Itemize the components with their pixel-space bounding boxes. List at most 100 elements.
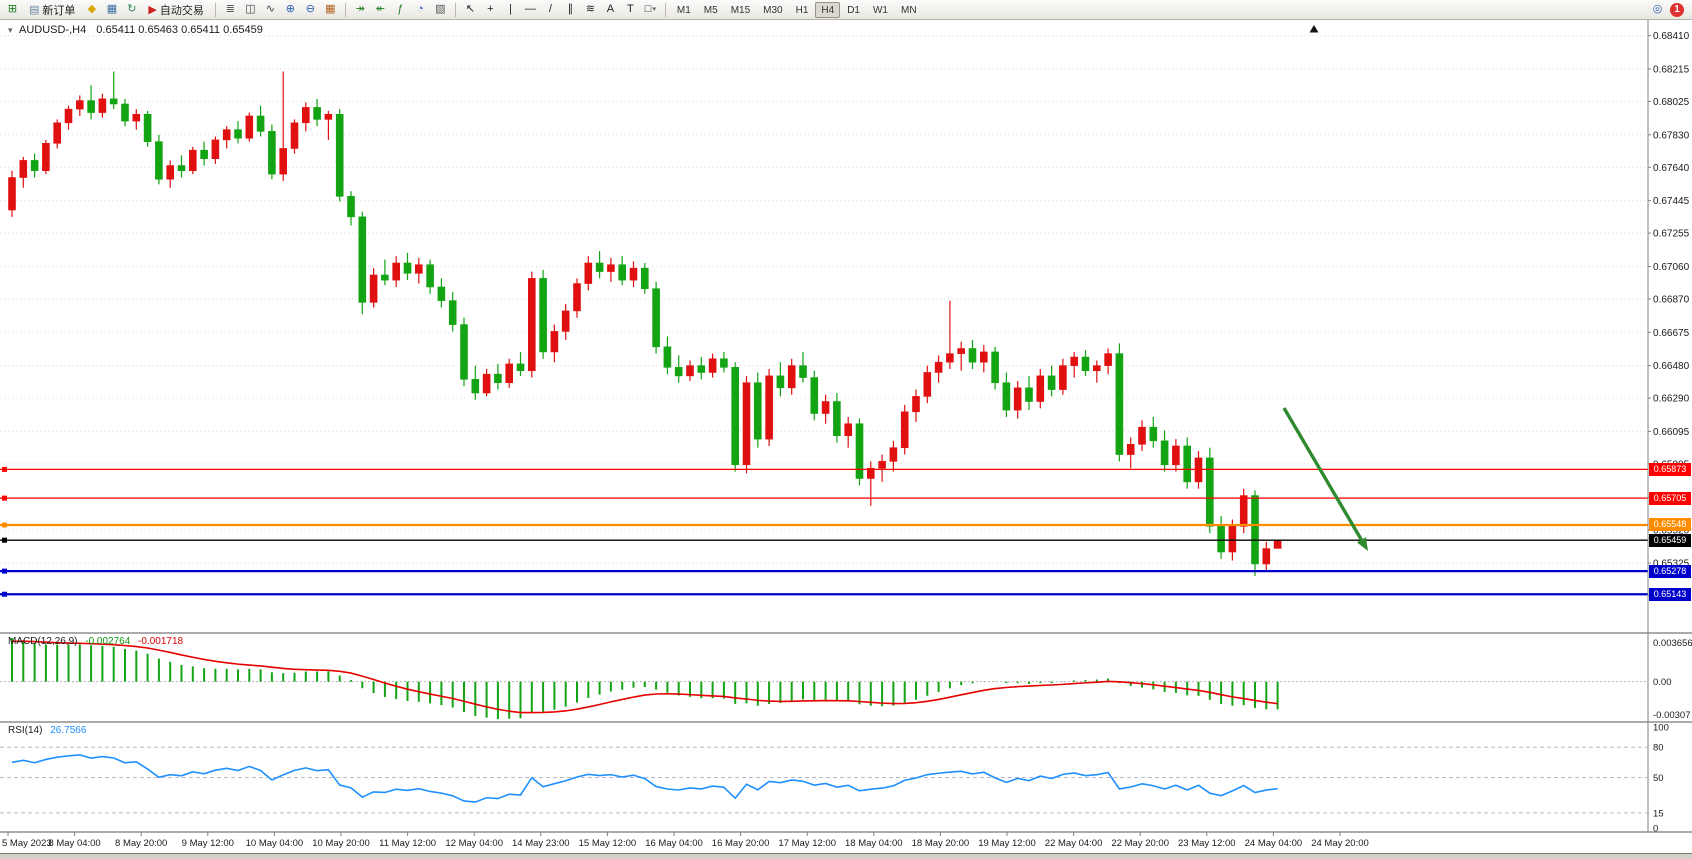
auto-scroll-icon[interactable]: ↠ — [355, 3, 365, 15]
svg-text:0.67830: 0.67830 — [1653, 130, 1690, 141]
horizontal-line-objects[interactable] — [0, 466, 1648, 597]
timeframe-m5[interactable]: M5 — [703, 4, 718, 16]
macd-name: MACD(12,26,9) — [8, 636, 78, 647]
svg-text:14 May 23:00: 14 May 23:00 — [512, 838, 570, 849]
svg-text:0: 0 — [1653, 824, 1658, 835]
auto-trade-button-label: 自动交易 — [159, 4, 204, 17]
timeframe-h1[interactable]: H1 — [795, 4, 809, 16]
price-tag: 0.65548 — [1649, 518, 1691, 532]
rsi-name: RSI(14) — [8, 725, 43, 736]
zoom-in-icon[interactable]: ⊕ — [285, 3, 295, 15]
timeframe-w1[interactable]: W1 — [872, 4, 888, 16]
chart-area[interactable]: 0.68410 0.68215 0.68025 0.67830 0.67640 0.674… — [0, 20, 1692, 859]
svg-text:23 May 12:00: 23 May 12:00 — [1178, 838, 1236, 849]
cursor-icon[interactable]: ↖ — [465, 3, 475, 15]
price-tag: 0.65459 — [1649, 533, 1691, 547]
price-grid — [0, 35, 1648, 597]
svg-text:10 May 04:00: 10 May 04:00 — [246, 838, 304, 849]
svg-text:22 May 04:00: 22 May 04:00 — [1045, 838, 1103, 849]
chart-shift-marker[interactable] — [1309, 25, 1319, 33]
indicators-icon[interactable]: ƒ — [397, 3, 404, 15]
macd-axis: 0.003656 0.00 -0.00307 — [1653, 638, 1692, 721]
annotation-arrow[interactable] — [1282, 407, 1368, 551]
svg-text:0.67255: 0.67255 — [1653, 229, 1690, 240]
line-chart-type-icon[interactable]: ∿ — [265, 3, 275, 15]
svg-text:12 May 04:00: 12 May 04:00 — [445, 838, 503, 849]
svg-text:0.68215: 0.68215 — [1653, 64, 1690, 75]
zoom-out-icon[interactable]: ⊖ — [305, 3, 315, 15]
svg-text:50: 50 — [1653, 773, 1664, 784]
dropdown-arrow-icon[interactable]: ▾ — [652, 6, 656, 13]
refresh-icon[interactable]: ↻ — [127, 3, 137, 15]
metaeditor-icon[interactable]: ◆ — [87, 3, 97, 15]
periods-clock-icon[interactable]: ◔ — [417, 3, 424, 15]
price-axis[interactable]: 0.68410 0.68215 0.68025 0.67830 0.67640 0.674… — [1648, 31, 1690, 602]
new-order-button-label: 新订单 — [42, 4, 76, 17]
macd-signal-value: -0.001718 — [138, 636, 184, 647]
trendline-icon[interactable]: / — [548, 3, 552, 15]
svg-text:22 May 20:00: 22 May 20:00 — [1111, 838, 1169, 849]
toolbar-separator — [454, 2, 456, 17]
bottom-border — [0, 853, 1692, 859]
svg-text:0.66290: 0.66290 — [1653, 394, 1690, 405]
svg-text:0.67640: 0.67640 — [1653, 163, 1690, 174]
svg-text:10 May 20:00: 10 May 20:00 — [312, 838, 370, 849]
new-chart-icon[interactable]: ⊞ — [7, 3, 18, 15]
svg-text:100: 100 — [1653, 723, 1669, 734]
timeframe-m15[interactable]: M15 — [730, 4, 751, 16]
tile-windows-icon[interactable]: ▦ — [325, 3, 336, 15]
toolbar-separator — [214, 2, 216, 17]
bar-chart-type-icon[interactable]: ≣ — [225, 3, 235, 15]
horizontal-line-icon[interactable]: — — [524, 3, 536, 15]
price-tag: 0.65705 — [1649, 491, 1691, 505]
vertical-line-icon[interactable]: | — [508, 3, 512, 15]
shapes-icon[interactable]: □ ▾ — [644, 3, 656, 15]
svg-text:17 May 12:00: 17 May 12:00 — [778, 838, 836, 849]
chart-canvas[interactable]: 0.68410 0.68215 0.68025 0.67830 0.67640 0.674… — [0, 20, 1692, 859]
order-page-icon: ▤ — [29, 4, 40, 16]
timeframe-h4[interactable]: H4 — [815, 1, 841, 18]
svg-text:15 May 12:00: 15 May 12:00 — [579, 838, 637, 849]
rsi-axis: 100 80 50 15 0 — [1653, 723, 1669, 835]
chart-shift-icon[interactable]: ↞ — [375, 3, 385, 15]
svg-text:16 May 04:00: 16 May 04:00 — [645, 838, 703, 849]
svg-text:9 May 12:00: 9 May 12:00 — [182, 838, 234, 849]
one-click-trading-toggle[interactable]: ▾ — [8, 25, 13, 35]
timeframe-mn[interactable]: MN — [900, 4, 917, 16]
svg-text:0.65325: 0.65325 — [1653, 559, 1690, 570]
svg-text:18 May 20:00: 18 May 20:00 — [912, 838, 970, 849]
candlestick-type-icon[interactable]: ◫ — [245, 3, 256, 15]
symbol-ohlc-label: ▾ AUDUSD-,H4 0.65411 0.65463 0.65411 0.6… — [8, 24, 263, 36]
svg-text:8 May 04:00: 8 May 04:00 — [48, 838, 100, 849]
svg-text:0.67445: 0.67445 — [1653, 196, 1690, 207]
text-icon[interactable]: A — [606, 3, 615, 15]
auto-trade-button[interactable]: ▶ 自动交易 — [142, 1, 209, 18]
svg-text:18 May 04:00: 18 May 04:00 — [845, 838, 903, 849]
timeframe-d1[interactable]: D1 — [847, 4, 860, 16]
macd-label: MACD(12,26,9) -0.002764 -0.001718 — [8, 636, 183, 647]
label-icon[interactable]: T — [627, 3, 634, 15]
svg-text:24 May 04:00: 24 May 04:00 — [1245, 838, 1303, 849]
toolbar-separator — [344, 2, 346, 17]
fibonacci-icon[interactable]: ≋ — [585, 3, 595, 15]
svg-text:0.66675: 0.66675 — [1653, 328, 1690, 339]
search-icon[interactable]: ◎ — [1652, 3, 1663, 15]
notification-badge[interactable]: 1 — [1670, 2, 1684, 17]
chart-window-icon[interactable]: ▦ — [106, 3, 118, 15]
svg-text:5 May 2023: 5 May 2023 — [2, 838, 52, 849]
new-order-button[interactable]: ▤ 新订单 — [23, 1, 81, 18]
svg-text:16 May 20:00: 16 May 20:00 — [712, 838, 770, 849]
ohlc-values: 0.65411 0.65463 0.65411 0.65459 — [96, 24, 263, 36]
templates-icon[interactable]: ▧ — [435, 3, 446, 15]
rsi-label: RSI(14) 26.7566 — [8, 725, 86, 736]
timeframe-m30[interactable]: M30 — [763, 4, 783, 16]
channel-icon[interactable]: ∥ — [567, 3, 574, 15]
toolbar-separator — [664, 2, 666, 17]
rsi-pane — [0, 746, 1648, 814]
crosshair-icon[interactable]: + — [487, 3, 494, 15]
svg-text:0.003656: 0.003656 — [1653, 638, 1692, 649]
autotrade-play-icon: ▶ — [148, 4, 157, 16]
timeframe-m1[interactable]: M1 — [676, 4, 691, 16]
svg-text:11 May 12:00: 11 May 12:00 — [379, 838, 436, 849]
